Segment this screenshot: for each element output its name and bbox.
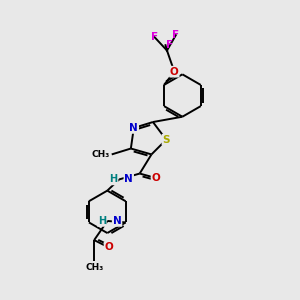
Text: F: F (172, 30, 179, 40)
Text: F: F (166, 40, 172, 50)
Text: CH₃: CH₃ (85, 263, 103, 272)
Text: H: H (110, 174, 118, 184)
Text: S: S (162, 135, 170, 145)
Text: N: N (129, 123, 138, 133)
Text: H: H (98, 216, 106, 226)
Text: F: F (151, 32, 158, 42)
Text: O: O (104, 242, 113, 253)
Text: O: O (152, 173, 160, 183)
Text: CH₃: CH₃ (92, 150, 110, 159)
Text: N: N (124, 174, 133, 184)
Text: N: N (113, 216, 122, 226)
Text: O: O (170, 67, 179, 77)
